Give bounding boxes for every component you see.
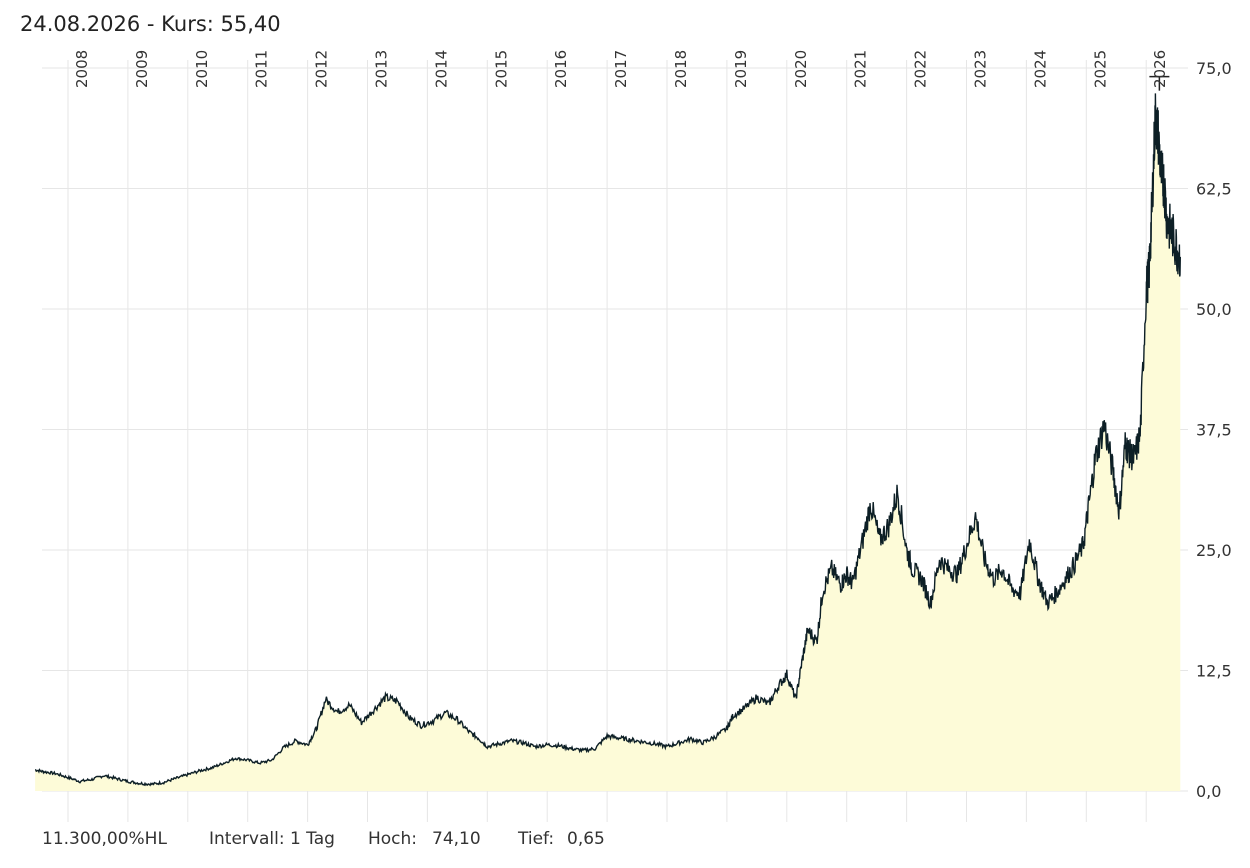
x-axis-labels: 2008 2009 2010 2011 2012 2013 2014 2015 2016 2017…: [73, 50, 1169, 88]
x-tick-label: 2023: [972, 50, 990, 88]
x-tick-label: 2025: [1091, 50, 1109, 88]
low-label: Tief:: [518, 829, 555, 849]
x-tick-label: 2012: [313, 50, 331, 88]
x-tick-label: 2022: [912, 50, 930, 88]
x-tick-label: 2010: [193, 50, 211, 88]
x-tick-label: 2015: [492, 50, 510, 88]
y-tick-label: 50,0: [1196, 300, 1232, 319]
high-label: Hoch:: [368, 829, 418, 849]
x-tick-label: 2008: [73, 50, 91, 88]
y-tick-label: 37,5: [1196, 421, 1232, 440]
x-tick-label: 2021: [852, 50, 870, 88]
x-tick-label: 2016: [552, 50, 570, 88]
date-label: 24.08.2026: [20, 12, 141, 36]
x-tick-label: 2014: [432, 50, 450, 88]
price-label: - Kurs: 55,40: [140, 12, 281, 36]
x-tick-label: 2011: [253, 50, 271, 88]
x-tick-label: 2017: [612, 50, 630, 88]
high-marker: [1149, 75, 1170, 91]
y-tick-label: 62,5: [1196, 180, 1232, 199]
y-axis-labels: 0,0 12,5 25,0 37,5 50,0 62,5 75,0: [1196, 59, 1232, 801]
chart-header: 24.08.2026 - Kurs: 55,40: [20, 12, 281, 36]
x-tick-label: 2024: [1031, 50, 1049, 88]
x-tick-label: 2018: [672, 50, 690, 88]
price-line: [35, 93, 1181, 787]
x-tick-label: 2009: [133, 50, 151, 88]
performance-label: 11.300,00%HL: [42, 829, 167, 849]
y-tick-label: 25,0: [1196, 541, 1232, 560]
x-tick-label: 2019: [732, 50, 750, 88]
price-area: [35, 93, 1181, 791]
x-tick-label: 2020: [792, 50, 810, 88]
interval-label: Intervall: 1 Tag: [209, 829, 335, 849]
high-value: 74,10: [432, 829, 481, 849]
y-tick-label: 12,5: [1196, 662, 1232, 681]
y-tick-label: 75,0: [1196, 59, 1232, 78]
low-value: 0,65: [567, 829, 605, 849]
x-tick-label: 2013: [373, 50, 391, 88]
x-tick-label: 2026: [1151, 50, 1169, 88]
y-tick-label: 0,0: [1196, 782, 1221, 801]
vertical-gridlines: [67, 60, 1147, 822]
